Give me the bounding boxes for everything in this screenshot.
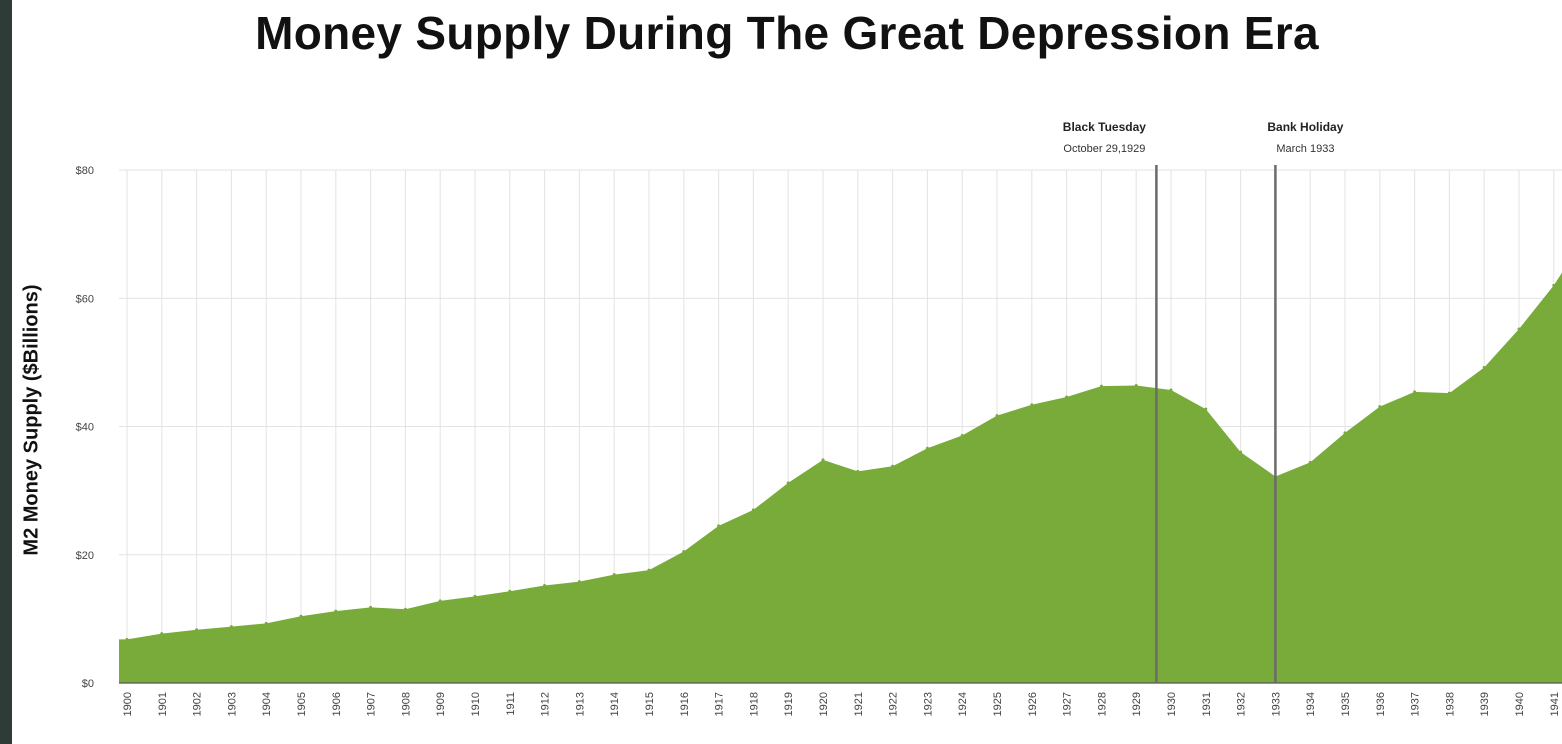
x-tick-label: 1936 — [1375, 692, 1387, 716]
x-tick-label: 1931 — [1201, 692, 1213, 716]
x-tick-label: 1902 — [192, 692, 204, 716]
x-tick-label: 1905 — [296, 692, 308, 716]
data-point — [960, 433, 964, 437]
y-tick-label: $20 — [76, 550, 94, 562]
data-point — [891, 464, 895, 468]
x-tick-label: 1920 — [818, 692, 830, 716]
data-point — [1378, 405, 1382, 409]
data-point — [1517, 327, 1521, 331]
data-point — [1239, 450, 1243, 454]
data-point — [856, 469, 860, 473]
data-point — [508, 589, 512, 593]
data-point — [229, 625, 233, 629]
chart-title: Money Supply During The Great Depression… — [255, 7, 1319, 59]
data-point — [717, 524, 721, 528]
data-point — [473, 594, 477, 598]
x-tick-label: 1915 — [644, 692, 656, 716]
data-point — [403, 607, 407, 611]
x-tick-label: 1929 — [1131, 692, 1143, 716]
x-tick-label: 1909 — [435, 692, 447, 716]
data-point — [647, 568, 651, 572]
x-tick-label: 1916 — [679, 692, 691, 716]
x-tick-label: 1921 — [853, 692, 865, 716]
x-tick-label: 1919 — [783, 692, 795, 716]
area-series — [119, 272, 1562, 683]
data-point — [1030, 403, 1034, 407]
data-point — [543, 584, 547, 588]
y-tick-label: $0 — [82, 678, 94, 690]
x-tick-label: 1924 — [957, 692, 969, 716]
x-tick-label: 1917 — [714, 692, 726, 716]
data-point — [995, 414, 999, 418]
x-tick-label: 1941 — [1549, 692, 1561, 716]
data-point — [334, 609, 338, 613]
x-tick-label: 1914 — [609, 692, 621, 716]
x-tick-label: 1900 — [122, 692, 134, 716]
x-tick-label: 1913 — [574, 692, 586, 716]
data-point — [160, 632, 164, 636]
data-point — [682, 550, 686, 554]
x-tick-label: 1911 — [505, 692, 517, 716]
data-point — [1447, 391, 1451, 395]
data-point — [1204, 407, 1208, 411]
data-point — [438, 599, 442, 603]
x-tick-label: 1912 — [540, 692, 552, 716]
y-axis-label-wrap: M2 Money Supply ($Billions) — [12, 230, 52, 610]
data-point — [925, 446, 929, 450]
data-point — [1552, 283, 1556, 287]
x-tick-label: 1918 — [748, 692, 760, 716]
data-point — [1482, 366, 1486, 370]
data-point — [1413, 390, 1417, 394]
data-point — [1169, 388, 1173, 392]
data-point — [821, 458, 825, 462]
data-point — [1065, 395, 1069, 399]
data-point — [264, 621, 268, 625]
x-tick-label: 1908 — [400, 692, 412, 716]
x-tick-label: 1903 — [226, 692, 238, 716]
data-point — [1343, 431, 1347, 435]
y-axis-label: M2 Money Supply ($Billions) — [20, 284, 43, 556]
x-tick-label: 1927 — [1062, 692, 1074, 716]
x-tick-label: 1901 — [157, 692, 169, 716]
data-point — [1134, 383, 1138, 387]
x-tick-label: 1932 — [1236, 692, 1248, 716]
x-tick-label: 1928 — [1096, 692, 1108, 716]
x-tick-label: 1922 — [888, 692, 900, 716]
data-point — [577, 580, 581, 584]
x-tick-label: 1935 — [1340, 692, 1352, 716]
x-tick-label: 1907 — [366, 692, 378, 716]
x-tick-label: 1938 — [1444, 692, 1456, 716]
annotation-label: Bank Holiday — [1267, 120, 1343, 134]
x-tick-label: 1934 — [1305, 692, 1317, 716]
x-tick-label: 1930 — [1166, 692, 1178, 716]
data-point — [1308, 460, 1312, 464]
y-tick-label: $80 — [76, 165, 94, 177]
data-point — [125, 637, 129, 641]
data-point — [1099, 384, 1103, 388]
x-tick-label: 1910 — [470, 692, 482, 716]
annotation-sublabel: October 29,1929 — [1063, 143, 1145, 155]
x-tick-label: 1904 — [261, 692, 273, 716]
annotation-sublabel: March 1933 — [1276, 143, 1334, 155]
annotation-label: Black Tuesday — [1063, 120, 1146, 134]
x-tick-label: 1925 — [992, 692, 1004, 716]
x-tick-label: 1933 — [1270, 692, 1282, 716]
x-tick-label: 1940 — [1514, 692, 1526, 716]
y-tick-label: $60 — [76, 293, 94, 305]
y-tick-label: $40 — [76, 422, 94, 434]
data-point — [369, 605, 373, 609]
x-tick-label: 1937 — [1410, 692, 1422, 716]
data-point — [195, 628, 199, 632]
area-chart: $0 $20 $40 $60 $80 1900 1901 1902 1903 1904 1905 19… — [76, 120, 1562, 716]
data-point — [299, 614, 303, 618]
chart-frame: Money Supply During The Great Depression… — [12, 0, 1562, 744]
x-tick-label: 1939 — [1479, 692, 1491, 716]
x-tick-label: 1926 — [1027, 692, 1039, 716]
data-point — [786, 481, 790, 485]
x-tick-label: 1906 — [331, 692, 343, 716]
x-tick-label: 1923 — [922, 692, 934, 716]
data-point — [751, 508, 755, 512]
data-point — [612, 573, 616, 577]
